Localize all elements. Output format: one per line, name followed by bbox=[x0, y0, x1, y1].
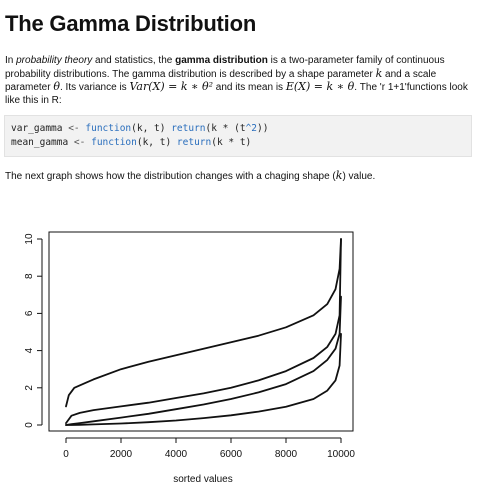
intro-text: In bbox=[5, 55, 17, 66]
series-line-1 bbox=[65, 333, 342, 426]
chart-series bbox=[65, 238, 342, 426]
series-line-3 bbox=[65, 238, 342, 425]
math-theta: θ bbox=[53, 80, 60, 93]
y-tick-label: 0 bbox=[24, 422, 35, 428]
code-line-var-gamma: var_gamma <- function(k, t) return(k * (… bbox=[11, 122, 465, 136]
r-code-block: var_gamma <- function(k, t) return(k * (… bbox=[4, 115, 472, 157]
intro-text: . The 'r 1+1'functions look like this in… bbox=[5, 82, 468, 106]
code-keyword-function: function bbox=[91, 137, 137, 148]
caption-text: ) value. bbox=[342, 171, 376, 182]
intro-text: and its mean is bbox=[213, 82, 286, 93]
y-tick-label: 2 bbox=[24, 385, 35, 391]
code-args: (k, t) bbox=[131, 123, 172, 134]
code-body: )) bbox=[257, 123, 269, 134]
code-keyword-return: return bbox=[171, 123, 206, 134]
x-tick-label: 10000 bbox=[327, 449, 355, 460]
series-line-4 bbox=[65, 238, 342, 408]
math-k: k bbox=[375, 66, 383, 80]
code-keyword-return: return bbox=[176, 137, 212, 148]
x-tick-label: 6000 bbox=[220, 449, 243, 460]
intro-paragraph: In probability theory and statistics, th… bbox=[5, 55, 477, 107]
intro-text: and statistics, the bbox=[92, 55, 176, 66]
code-body: (k * t) bbox=[211, 137, 252, 148]
intro-text: is a two-parameter family of continuous … bbox=[5, 55, 445, 80]
x-tick-label: 0 bbox=[63, 449, 69, 460]
math-mean: E(X) = k ∗ θ bbox=[285, 80, 355, 93]
code-line-mean-gamma: mean_gamma <- function(k, t) return(k * … bbox=[11, 136, 465, 150]
chart-axes: 0 2000 4000 6000 8000 10000 0 2 4 6 8 10 bbox=[24, 233, 355, 460]
y-tick-label: 4 bbox=[24, 347, 35, 353]
gamma-distribution-term: gamma distribution bbox=[175, 55, 268, 66]
graph-caption: The next graph shows how the distributio… bbox=[5, 170, 375, 183]
plot-frame bbox=[48, 231, 354, 432]
code-assign: <- bbox=[68, 137, 92, 148]
probability-theory-link[interactable]: probability theory bbox=[16, 55, 93, 66]
code-assign: <- bbox=[62, 123, 86, 134]
math-variance: Var(X) = k ∗ θ² bbox=[129, 80, 213, 93]
code-power: ^2 bbox=[245, 123, 258, 134]
page-title: The Gamma Distribution bbox=[5, 11, 257, 36]
math-k: k bbox=[335, 169, 343, 182]
y-tick-label: 8 bbox=[24, 273, 35, 279]
y-tick-label: 10 bbox=[24, 233, 35, 245]
code-keyword-function: function bbox=[85, 123, 132, 134]
code-args: (k, t) bbox=[136, 137, 177, 148]
code-identifier: mean_gamma bbox=[11, 137, 69, 148]
intro-text: and a scale parameter bbox=[5, 68, 437, 94]
x-tick-label: 2000 bbox=[110, 449, 133, 460]
gamma-shape-chart: 0 2000 4000 6000 8000 10000 0 2 4 6 8 10 sorted val… bbox=[24, 231, 355, 485]
y-tick-label: 6 bbox=[24, 310, 35, 316]
x-tick-label: 4000 bbox=[165, 449, 188, 460]
caption-text: The next graph shows how the distributio… bbox=[5, 171, 336, 182]
code-body: (k * (t bbox=[205, 123, 246, 134]
intro-text: . Its variance is bbox=[59, 82, 130, 93]
code-identifier: var_gamma bbox=[11, 123, 63, 134]
series-line-2 bbox=[65, 295, 342, 426]
x-tick-label: 8000 bbox=[275, 449, 298, 460]
x-axis-label: sorted values bbox=[173, 474, 232, 485]
